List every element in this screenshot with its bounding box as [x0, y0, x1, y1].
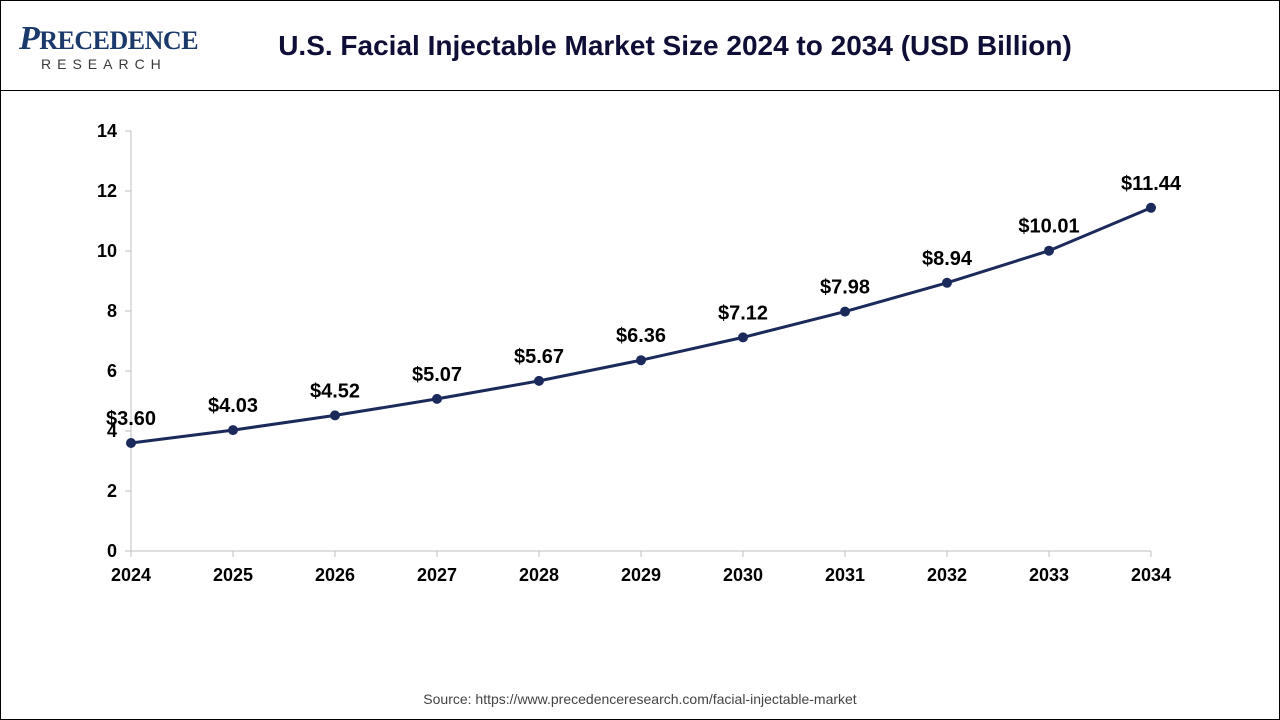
title-bar: PRECEDENCE RESEARCH U.S. Facial Injectab… — [1, 1, 1279, 91]
line-chart-svg: 0246810121420242025202620272028202920302… — [51, 121, 1181, 611]
y-tick-label: 0 — [107, 541, 117, 561]
chart-title: U.S. Facial Injectable Market Size 2024 … — [181, 30, 1269, 62]
data-value-label: $7.12 — [718, 302, 768, 324]
x-tick-label: 2024 — [111, 565, 151, 585]
data-marker — [228, 425, 238, 435]
x-tick-label: 2032 — [927, 565, 967, 585]
data-value-label: $3.60 — [106, 408, 156, 430]
chart-area: 0246810121420242025202620272028202920302… — [1, 91, 1279, 691]
x-tick-label: 2033 — [1029, 565, 1069, 585]
y-tick-label: 14 — [97, 121, 117, 141]
y-tick-label: 6 — [107, 361, 117, 381]
data-marker — [840, 307, 850, 317]
data-value-label: $5.07 — [412, 364, 462, 386]
y-tick-label: 8 — [107, 301, 117, 321]
x-tick-label: 2028 — [519, 565, 559, 585]
data-value-label: $11.44 — [1121, 173, 1181, 195]
logo-rest: RECEDENCE — [39, 26, 198, 55]
chart-frame: PRECEDENCE RESEARCH U.S. Facial Injectab… — [0, 0, 1280, 720]
x-tick-label: 2029 — [621, 565, 661, 585]
data-marker — [432, 394, 442, 404]
x-tick-label: 2030 — [723, 565, 763, 585]
x-tick-label: 2027 — [417, 565, 457, 585]
data-value-label: $5.67 — [514, 346, 564, 368]
brand-logo: PRECEDENCE RESEARCH — [11, 20, 181, 72]
data-marker — [738, 332, 748, 342]
data-marker — [1146, 203, 1156, 213]
data-marker — [330, 410, 340, 420]
data-value-label: $10.01 — [1018, 216, 1079, 238]
data-value-label: $4.52 — [310, 380, 360, 402]
logo-line2: RESEARCH — [41, 56, 167, 72]
data-marker — [126, 438, 136, 448]
data-marker — [534, 376, 544, 386]
logo-line1: PRECEDENCE — [19, 20, 198, 58]
data-value-label: $7.98 — [820, 277, 870, 299]
data-value-label: $4.03 — [208, 395, 258, 417]
y-tick-label: 12 — [97, 181, 117, 201]
x-tick-label: 2025 — [213, 565, 253, 585]
data-marker — [636, 355, 646, 365]
y-tick-label: 10 — [97, 241, 117, 261]
x-tick-label: 2026 — [315, 565, 355, 585]
logo-p: P — [19, 20, 39, 57]
data-value-label: $6.36 — [616, 325, 666, 347]
data-marker — [942, 278, 952, 288]
x-tick-label: 2031 — [825, 565, 865, 585]
data-value-label: $8.94 — [922, 248, 973, 270]
source-citation: Source: https://www.precedenceresearch.c… — [1, 691, 1279, 719]
x-tick-label: 2034 — [1131, 565, 1171, 585]
data-marker — [1044, 246, 1054, 256]
y-tick-label: 2 — [107, 481, 117, 501]
